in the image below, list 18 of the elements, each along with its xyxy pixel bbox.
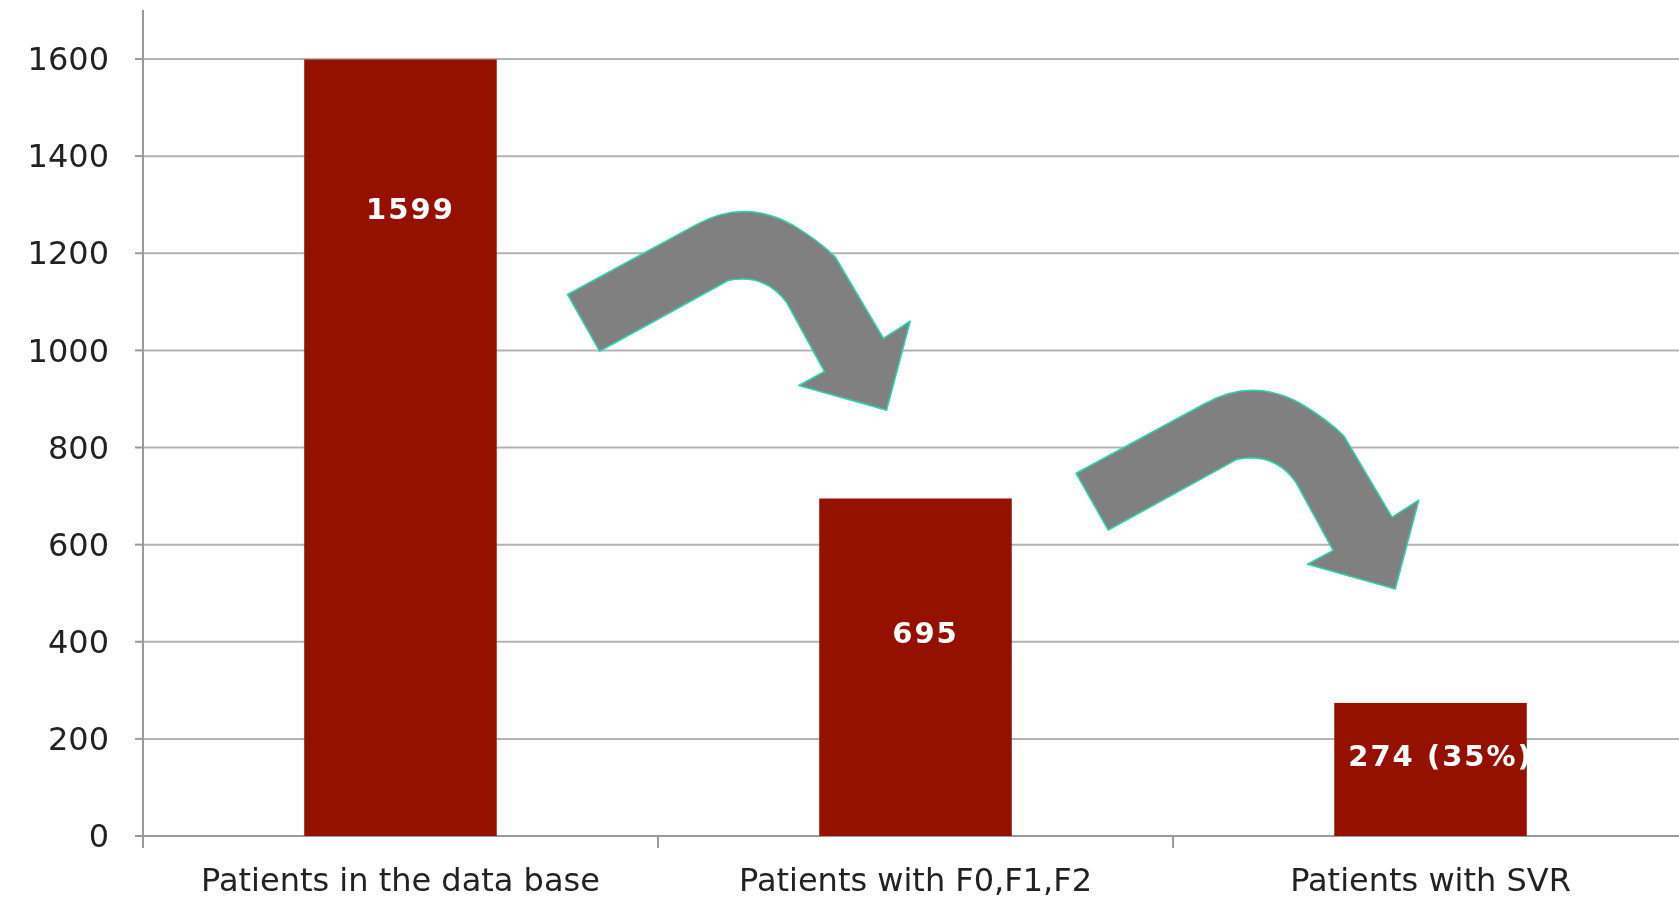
y-tick-label: 1000 <box>27 331 109 370</box>
y-tick-label: 1600 <box>27 40 109 79</box>
y-tick-label: 1400 <box>27 137 109 176</box>
x-tick-label: Patients with SVR <box>1290 861 1571 899</box>
data-label: 274 (35%) <box>1348 739 1533 774</box>
y-tick-label: 200 <box>47 720 109 759</box>
y-tick-label: 800 <box>47 428 109 467</box>
y-tick-label: 400 <box>47 622 109 661</box>
data-label: 1599 <box>366 192 455 227</box>
x-tick-label: Patients with F0,F1,F2 <box>739 861 1092 899</box>
bar <box>304 59 497 836</box>
y-tick-label: 1200 <box>27 234 109 273</box>
bar <box>819 498 1012 836</box>
y-tick-label: 0 <box>88 817 109 856</box>
data-label: 695 <box>892 616 959 651</box>
x-tick-label: Patients in the data base <box>201 861 600 899</box>
y-tick-label: 600 <box>47 525 109 564</box>
bar <box>1334 702 1527 836</box>
